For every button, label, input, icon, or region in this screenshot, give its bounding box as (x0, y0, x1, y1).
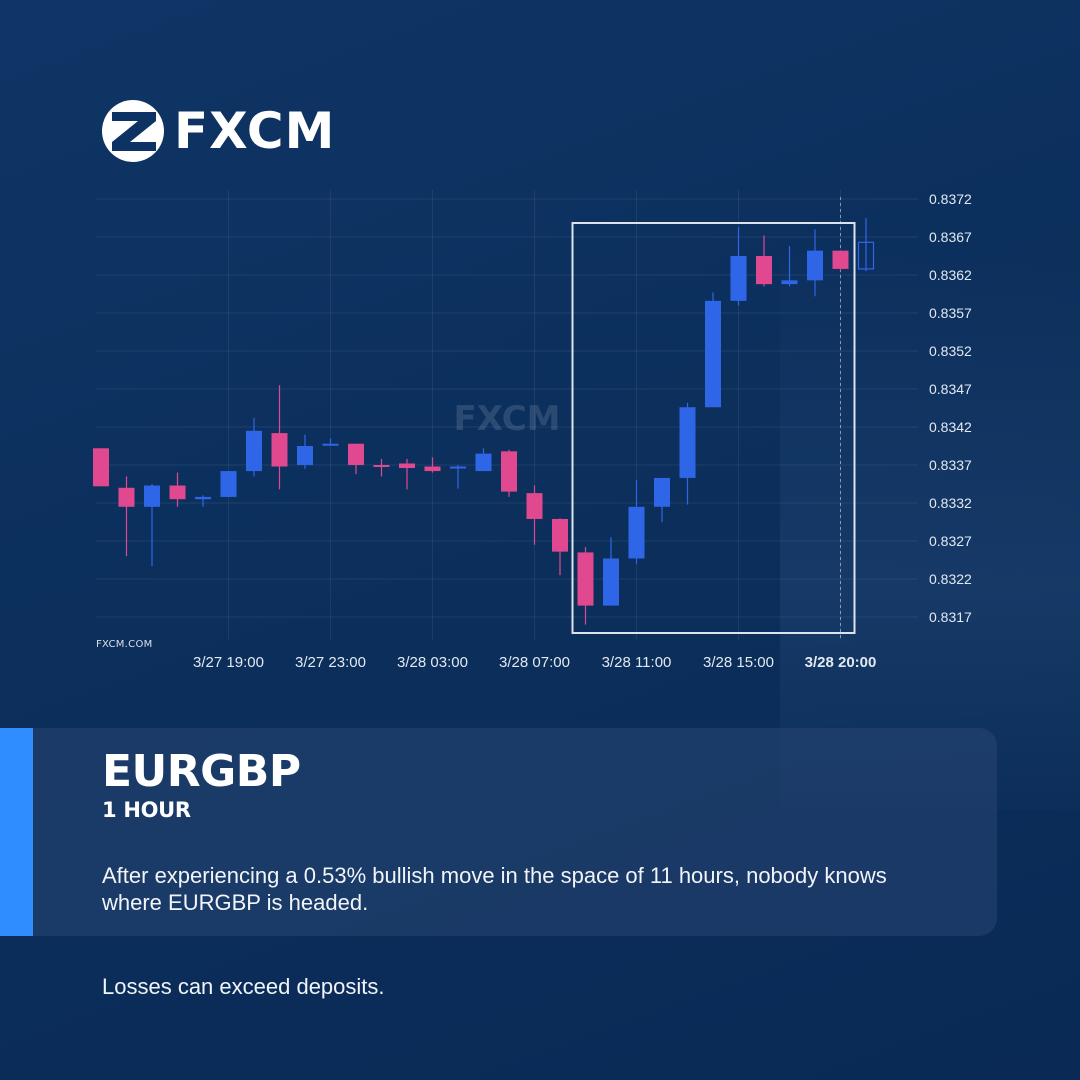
market-description: After experiencing a 0.53% bullish move … (102, 863, 887, 915)
candle-body (781, 280, 798, 285)
accent-bar (0, 728, 33, 936)
candle-body (730, 256, 747, 301)
candle-body (399, 463, 415, 469)
x-tick-label: 3/27 19:00 (193, 654, 264, 671)
candle-body (807, 250, 823, 281)
candle-body (195, 496, 211, 500)
risk-disclaimer: Losses can exceed deposits. (102, 974, 385, 999)
highlight-box (571, 222, 856, 634)
candle-body (654, 477, 670, 507)
x-tick-label: 3/28 11:00 (602, 654, 672, 671)
candle-body (169, 485, 186, 500)
candle-body (450, 466, 466, 469)
y-tick-label: 0.8327 (929, 533, 972, 549)
candle-body (297, 446, 313, 465)
x-tick-label: 3/28 03:00 (397, 654, 468, 671)
instrument-symbol: EURGBP (102, 746, 301, 797)
y-tick-label: 0.8317 (929, 609, 972, 625)
y-tick-label: 0.8347 (929, 381, 972, 397)
candle-body (246, 430, 262, 472)
y-tick-label: 0.8362 (929, 267, 972, 283)
x-tick-label: 3/28 15:00 (703, 654, 774, 671)
chart-watermark: FXCM (453, 399, 560, 439)
y-tick-label: 0.8342 (929, 419, 972, 435)
candle-body (322, 443, 339, 446)
instrument-timeframe: 1 HOUR (102, 798, 191, 822)
candle-body (832, 250, 849, 269)
candle-body (475, 453, 492, 472)
fxcm-logo: FXCM (102, 98, 335, 164)
x-tick-label: 3/27 23:00 (295, 654, 366, 671)
x-tick-label: 3/28 20:00 (805, 654, 877, 671)
y-tick-label: 0.8332 (929, 495, 972, 511)
y-tick-label: 0.8372 (929, 191, 972, 207)
logo-wordmark: FXCM (174, 102, 336, 160)
x-tick-label: 3/28 07:00 (499, 654, 570, 671)
candle-body (756, 256, 772, 285)
chart-source-label: FXCM.COM (96, 639, 153, 650)
candle-body (705, 300, 721, 408)
candlestick-chart: 0.8372 0.8367 0.8362 0.8357 0.8352 0.8347 0.83… (93, 190, 972, 671)
fxcm-logo-mark-icon (102, 100, 164, 162)
candle-body (220, 471, 237, 497)
info-card: EURGBP 1 HOUR After experiencing a 0.53%… (0, 728, 997, 936)
candle-body (373, 465, 390, 467)
background-glow (780, 250, 1080, 810)
candle-body (526, 493, 543, 519)
y-tick-label: 0.8367 (929, 229, 972, 245)
candle-body (857, 241, 875, 270)
candle-body (552, 518, 568, 552)
candle-body (679, 407, 696, 478)
candle-body (628, 506, 645, 559)
candle-body (93, 448, 109, 487)
candle-body (501, 451, 517, 492)
candle-body (144, 485, 160, 507)
y-tick-label: 0.8357 (929, 305, 972, 321)
candle-body (348, 443, 364, 465)
y-tick-label: 0.8337 (929, 457, 972, 473)
y-tick-label: 0.8352 (929, 343, 972, 359)
candle-body (603, 558, 619, 606)
candle-body (271, 433, 288, 467)
candle-body (577, 552, 594, 606)
candle-body (424, 466, 441, 472)
candle-body (118, 487, 135, 507)
y-tick-label: 0.8322 (929, 571, 972, 587)
